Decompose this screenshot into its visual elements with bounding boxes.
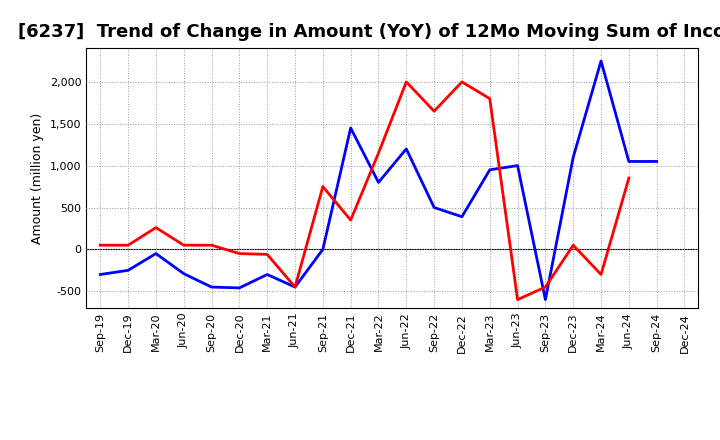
Ordinary Income [624,159,633,164]
Ordinary Income [179,271,188,276]
Net Income [624,176,633,181]
Net Income [513,297,522,302]
Net Income [235,251,243,256]
Ordinary Income [597,59,606,64]
Ordinary Income [430,205,438,210]
Net Income [597,272,606,277]
Ordinary Income [318,247,327,252]
Ordinary Income [263,272,271,277]
Net Income [541,284,550,290]
Ordinary Income [346,125,355,131]
Net Income [374,150,383,156]
Title: [6237]  Trend of Change in Amount (YoY) of 12Mo Moving Sum of Incomes: [6237] Trend of Change in Amount (YoY) o… [18,23,720,41]
Net Income [485,96,494,101]
Line: Net Income: Net Income [100,82,629,300]
Ordinary Income [291,284,300,290]
Net Income [458,79,467,84]
Net Income [291,284,300,290]
Ordinary Income [152,251,161,256]
Ordinary Income [96,272,104,277]
Net Income [569,242,577,248]
Net Income [263,252,271,257]
Ordinary Income [458,214,467,220]
Net Income [346,217,355,223]
Line: Ordinary Income: Ordinary Income [100,61,657,300]
Ordinary Income [652,159,661,164]
Net Income [179,242,188,248]
Ordinary Income [485,167,494,172]
Net Income [318,184,327,189]
Y-axis label: Amount (million yen): Amount (million yen) [32,113,45,244]
Ordinary Income [569,154,577,160]
Ordinary Income [402,146,410,151]
Ordinary Income [541,297,550,302]
Net Income [96,242,104,248]
Net Income [124,242,132,248]
Ordinary Income [124,268,132,273]
Ordinary Income [235,285,243,290]
Ordinary Income [374,180,383,185]
Ordinary Income [513,163,522,168]
Net Income [402,79,410,84]
Net Income [207,242,216,248]
Net Income [152,225,161,230]
Net Income [430,109,438,114]
Ordinary Income [207,284,216,290]
